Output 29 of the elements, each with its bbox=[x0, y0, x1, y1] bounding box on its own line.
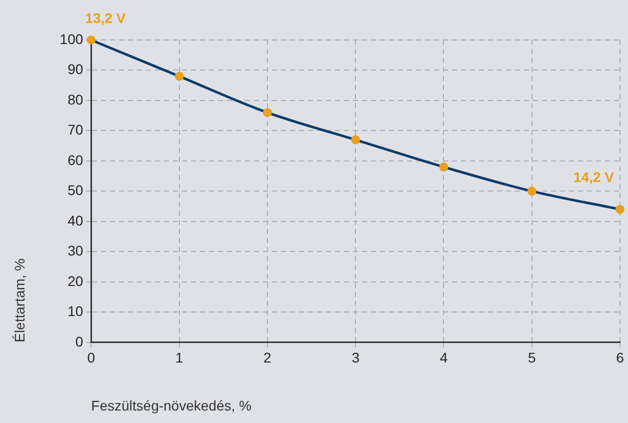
x-tick-label: 6 bbox=[616, 350, 624, 366]
y-tick-label: 70 bbox=[68, 122, 84, 138]
annotation: 13,2 V bbox=[85, 10, 126, 26]
x-tick-label: 3 bbox=[352, 350, 360, 366]
y-tick-label: 60 bbox=[68, 152, 84, 168]
point bbox=[616, 204, 624, 214]
x-tick-label: 2 bbox=[264, 350, 272, 366]
x-axis-title: Feszültség-növekedés, % bbox=[91, 397, 252, 414]
y-tick-label: 100 bbox=[60, 30, 84, 47]
x-tick-label: 0 bbox=[87, 350, 96, 366]
y-tick-label: 40 bbox=[68, 212, 84, 228]
point bbox=[439, 162, 448, 172]
y-tick-label: 50 bbox=[68, 182, 84, 198]
y-tick-label: 30 bbox=[68, 242, 84, 259]
y-tick-label: 80 bbox=[68, 91, 84, 108]
point bbox=[86, 36, 96, 44]
y-axis-title: Élettartam, % bbox=[11, 258, 28, 342]
annotation: 14,2 V bbox=[574, 169, 615, 186]
x-tick-label: 1 bbox=[175, 350, 184, 366]
y-tick-label: 20 bbox=[68, 272, 84, 289]
point bbox=[174, 72, 184, 81]
x-tick-label: 5 bbox=[528, 350, 536, 366]
x-tick-label: 4 bbox=[440, 350, 448, 366]
y-tick-label: 90 bbox=[68, 61, 84, 78]
point bbox=[351, 135, 360, 144]
y-tick-label: 0 bbox=[75, 333, 84, 350]
y-tick-label: 10 bbox=[68, 303, 84, 320]
point bbox=[527, 186, 536, 196]
point bbox=[262, 108, 272, 118]
